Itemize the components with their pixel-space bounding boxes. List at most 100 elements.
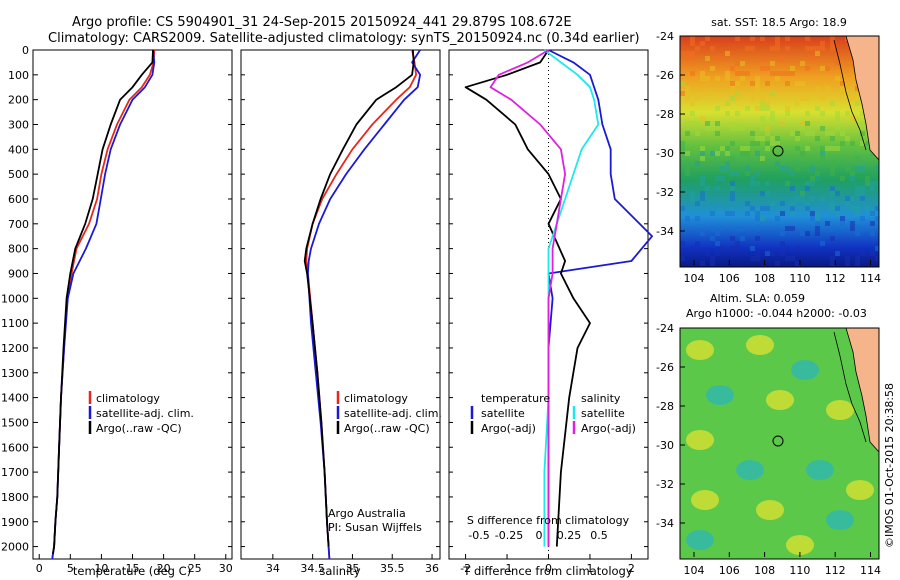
sst-pixel	[710, 211, 715, 216]
series-line-satellite	[547, 49, 653, 547]
lat-tick-label: -24	[656, 30, 674, 43]
lon-tick-label: 110	[789, 272, 810, 285]
series-line-satelliteadjclim	[51, 49, 156, 560]
sst-pixel	[720, 226, 725, 231]
sst-pixel	[700, 181, 705, 186]
x-tick-label: -1	[502, 562, 513, 575]
sst-pixel	[790, 201, 795, 206]
sst-pixel	[850, 96, 855, 101]
sst-pixel	[810, 196, 815, 201]
sst-pixel	[750, 96, 755, 101]
sst-pixel	[755, 91, 760, 96]
sst-pixel	[685, 216, 690, 221]
sst-pixel	[845, 201, 850, 206]
sst-pixel	[745, 201, 750, 206]
sst-pixel	[830, 146, 835, 151]
sst-pixel	[765, 181, 770, 186]
credit-line2: PI: Susan Wijffels	[328, 521, 422, 534]
sst-pixel	[860, 186, 865, 191]
sst-pixel	[755, 151, 760, 156]
sst-pixel	[805, 111, 810, 116]
sst-pixel	[710, 66, 715, 71]
sla-anomaly-blob	[736, 460, 764, 480]
temperature-panel-frame	[32, 49, 233, 560]
lon-tick-label: 106	[719, 564, 740, 577]
sst-pixel	[725, 71, 730, 76]
sla-anomaly-blob	[686, 530, 714, 550]
temperature-plot: 0 5 10 15 20 25 30	[36, 49, 233, 575]
sst-pixel	[765, 81, 770, 86]
sla-anomaly-blob	[846, 480, 874, 500]
lat-tick-label: -26	[656, 69, 674, 82]
sst-pixel	[755, 181, 760, 186]
sst-pixel	[825, 66, 830, 71]
salinity-xlabel: salinity	[319, 564, 360, 578]
sst-pixel	[730, 196, 735, 201]
sst-pixel	[850, 141, 855, 146]
sst-pixel	[720, 166, 725, 171]
sla-anomaly-blob	[791, 360, 819, 380]
sst-pixel	[750, 161, 755, 166]
sst-pixel	[830, 236, 835, 241]
sst-pixel	[835, 146, 840, 151]
sst-pixel	[865, 206, 870, 211]
sst-pixel	[730, 246, 735, 251]
sst-pixel	[775, 46, 780, 51]
sst-pixel	[730, 181, 735, 186]
sst-pixel	[780, 166, 785, 171]
sst-pixel	[720, 246, 725, 251]
sst-pixel	[810, 211, 815, 216]
sst-pixel	[730, 66, 735, 71]
sst-pixel	[805, 131, 810, 136]
lon-tick-label: 112	[825, 272, 846, 285]
sst-pixel	[820, 156, 825, 161]
sst-pixel	[840, 176, 845, 181]
sst-pixel	[800, 196, 805, 201]
sst-pixel	[770, 251, 775, 256]
legend-t-argo-label: Argo(-adj)	[481, 422, 536, 435]
legend-argo-label: Argo(..raw -QC)	[96, 422, 182, 435]
sst-pixel	[700, 116, 705, 121]
sst-pixel	[685, 86, 690, 91]
sst-pixel	[855, 226, 860, 231]
sst-pixel	[715, 241, 720, 246]
sst-pixel	[745, 46, 750, 51]
sst-pixel	[745, 146, 750, 151]
sst-pixel	[830, 171, 835, 176]
series-line-climatology	[305, 49, 418, 560]
sst-pixel	[730, 171, 735, 176]
australia-coast	[845, 328, 879, 453]
sst-pixel	[755, 226, 760, 231]
sst-pixel	[815, 46, 820, 51]
argo-float-marker	[772, 435, 784, 447]
sst-pixel	[745, 171, 750, 176]
sst-pixel	[735, 241, 740, 246]
sst-pixel	[820, 46, 825, 51]
sst-pixel	[795, 101, 800, 106]
sst-pixel	[830, 101, 835, 106]
sst-pixel	[710, 121, 715, 126]
sst-pixel	[705, 251, 710, 256]
sst-pixel	[740, 76, 745, 81]
sst-pixel	[770, 61, 775, 66]
sst-pixel	[850, 206, 855, 211]
sst-pixel	[825, 86, 830, 91]
depth-tick-label: 0	[22, 44, 29, 57]
sst-pixel	[760, 126, 765, 131]
sst-pixel	[860, 121, 865, 126]
sst-pixel	[860, 251, 865, 256]
sst-pixel	[735, 171, 740, 176]
sst-pixel	[750, 181, 755, 186]
sst-pixel	[835, 206, 840, 211]
sst-pixel	[775, 136, 780, 141]
sst-pixel	[830, 226, 835, 231]
sst-pixel	[820, 151, 825, 156]
legend-s-satellite-label: satellite	[581, 407, 625, 420]
depth-tick-label: 1300	[1, 367, 29, 380]
sst-pixel	[820, 96, 825, 101]
difference-xlabel-top: S difference from climatology	[467, 514, 630, 527]
salinity-plot: 34 34.5 35 35.5 36	[241, 49, 440, 575]
sst-pixel	[845, 196, 850, 201]
sst-pixel	[700, 76, 705, 81]
shelf-contour	[833, 39, 867, 151]
